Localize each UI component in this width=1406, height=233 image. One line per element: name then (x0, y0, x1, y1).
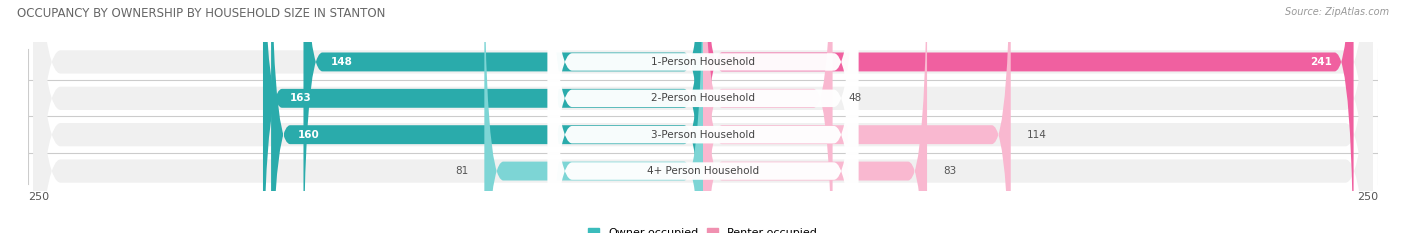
Text: OCCUPANCY BY OWNERSHIP BY HOUSEHOLD SIZE IN STANTON: OCCUPANCY BY OWNERSHIP BY HOUSEHOLD SIZE… (17, 7, 385, 20)
Text: 4+ Person Household: 4+ Person Household (647, 166, 759, 176)
Text: 114: 114 (1026, 130, 1047, 140)
FancyBboxPatch shape (263, 0, 703, 233)
FancyBboxPatch shape (703, 0, 1011, 233)
Text: 2-Person Household: 2-Person Household (651, 93, 755, 103)
FancyBboxPatch shape (548, 0, 858, 233)
Text: 148: 148 (330, 57, 353, 67)
FancyBboxPatch shape (703, 0, 832, 233)
Text: 241: 241 (1310, 57, 1331, 67)
FancyBboxPatch shape (34, 0, 1372, 233)
Text: 250: 250 (1357, 192, 1378, 202)
Text: 250: 250 (28, 192, 49, 202)
FancyBboxPatch shape (304, 0, 703, 233)
Legend: Owner-occupied, Renter-occupied: Owner-occupied, Renter-occupied (583, 223, 823, 233)
Text: 163: 163 (290, 93, 312, 103)
Text: 48: 48 (849, 93, 862, 103)
FancyBboxPatch shape (548, 0, 858, 233)
Text: 81: 81 (456, 166, 468, 176)
FancyBboxPatch shape (34, 0, 1372, 233)
FancyBboxPatch shape (34, 0, 1372, 233)
FancyBboxPatch shape (34, 0, 1372, 233)
Text: 3-Person Household: 3-Person Household (651, 130, 755, 140)
Text: Source: ZipAtlas.com: Source: ZipAtlas.com (1285, 7, 1389, 17)
FancyBboxPatch shape (484, 0, 703, 233)
FancyBboxPatch shape (548, 0, 858, 233)
Text: 160: 160 (298, 130, 319, 140)
FancyBboxPatch shape (271, 0, 703, 233)
Text: 1-Person Household: 1-Person Household (651, 57, 755, 67)
FancyBboxPatch shape (703, 0, 1354, 233)
FancyBboxPatch shape (703, 0, 927, 233)
Text: 83: 83 (943, 166, 956, 176)
FancyBboxPatch shape (548, 0, 858, 233)
